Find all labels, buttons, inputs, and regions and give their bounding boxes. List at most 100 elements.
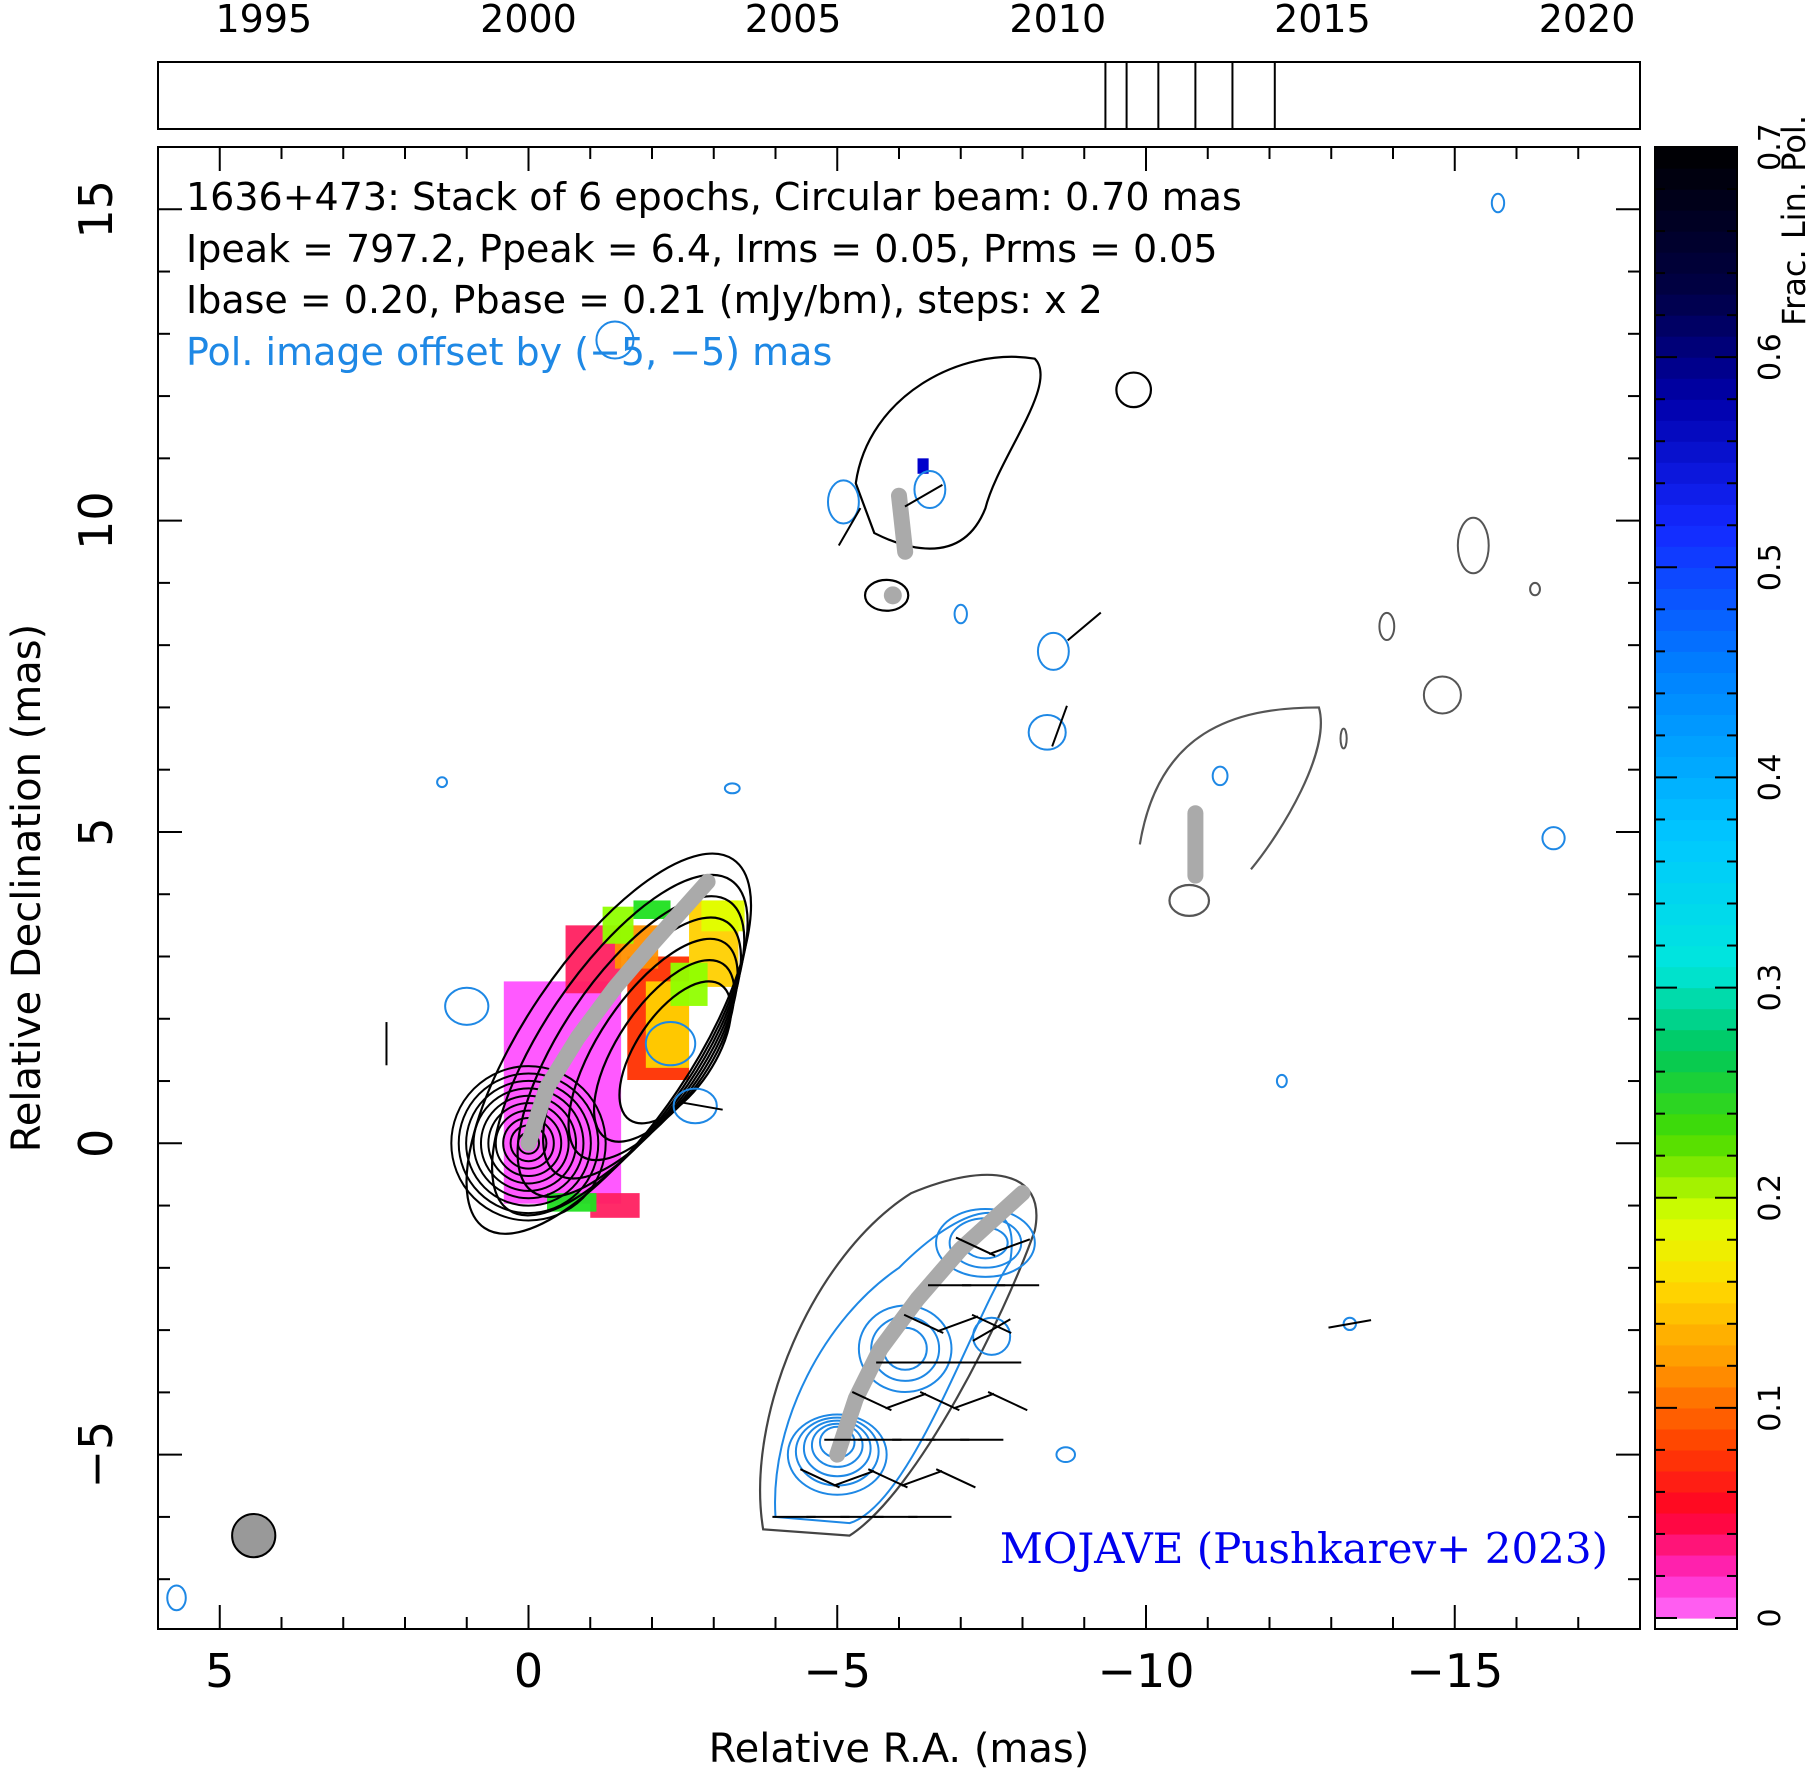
- colorbar-band: [1656, 840, 1736, 863]
- colorbar-band: [1656, 1008, 1736, 1031]
- intensity-contour: [1456, 516, 1490, 575]
- intensity-contour: [854, 355, 1042, 550]
- colorbar-band: [1656, 1134, 1736, 1157]
- colorbar-tick-label: 0.3: [1753, 964, 1788, 1012]
- evpa-tick: [799, 1468, 840, 1489]
- x-tick-label: 0: [514, 1644, 543, 1698]
- polarization-contour: [444, 986, 490, 1026]
- polarization-contour: [595, 320, 635, 360]
- timeline-year-label: 2000: [480, 0, 577, 41]
- colorbar-band: [1656, 1470, 1736, 1493]
- credit-label: MOJAVE (Pushkarev+ 2023): [1000, 1524, 1608, 1573]
- intensity-contour: [516, 895, 746, 1199]
- colorbar-band: [1656, 189, 1736, 211]
- evpa-tick: [851, 1391, 892, 1412]
- colorbar-tick-label: 0: [1753, 1608, 1788, 1627]
- intensity-contour: [1422, 675, 1462, 715]
- core-contour: [472, 1087, 585, 1200]
- timeline-year-label: 2020: [1539, 0, 1636, 41]
- colorbar-band: [1656, 630, 1736, 652]
- polarization-contour: [972, 1316, 1012, 1356]
- colorbar-band: [1656, 882, 1736, 905]
- colorbar-band: [1656, 714, 1736, 736]
- colorbar-tick-label: 0.5: [1753, 543, 1788, 591]
- core-contour: [450, 1065, 607, 1222]
- evpa-tick: [903, 1313, 944, 1334]
- polarization-contour: [935, 1207, 1036, 1278]
- offset-note: Pol. image offset by (−5, −5) mas: [186, 330, 832, 374]
- colorbar-band: [1656, 315, 1736, 337]
- polarization-contour: [826, 479, 860, 525]
- fpol-color-patch: [633, 900, 671, 919]
- polarization-contour: [1541, 826, 1566, 851]
- intensity-contour: [863, 578, 910, 612]
- polarization-contour: [1342, 1316, 1357, 1332]
- colorbar-band: [1656, 1323, 1736, 1346]
- info-line-peaks: Ipeak = 797.2, Ppeak = 6.4, Irms = 0.05,…: [186, 227, 1218, 271]
- polarization-contour: [786, 1413, 888, 1496]
- evpa-tick: [955, 1236, 996, 1257]
- core-contour: [457, 1072, 600, 1215]
- colorbar-band: [1656, 441, 1736, 463]
- ridgeline-polarization-offset: [829, 1185, 1031, 1463]
- colorbar-band: [1656, 777, 1736, 800]
- colorbar-band: [1656, 546, 1736, 568]
- colorbar-band: [1656, 483, 1736, 505]
- offset-intensity-contour: [759, 1173, 1038, 1537]
- core-contour: [487, 1102, 570, 1185]
- timeline-year-label: 1995: [215, 0, 312, 41]
- colorbar-frame: [1654, 146, 1738, 1630]
- evpa-tick: [904, 484, 943, 508]
- colorbar-band: [1656, 735, 1736, 758]
- colorbar-band: [1656, 336, 1736, 358]
- info-line-base: Ibase = 0.20, Pbase = 0.21 (mJy/bm), ste…: [186, 278, 1103, 322]
- colorbar-band: [1656, 1050, 1736, 1073]
- polarization-contour: [723, 782, 741, 795]
- colorbar-band: [1656, 945, 1736, 968]
- colorbar-band: [1656, 147, 1736, 169]
- plot-area: 5 0 −5 −10 −15 15 10 5 0 −5 1636+473: Stack of 6 …: [69, 146, 1641, 1698]
- fpol-color-patch: [590, 1193, 640, 1218]
- colorbar-label: Frac. Lin. Pol.: [1775, 115, 1813, 326]
- y-axis-label: Relative Declination (mas): [4, 624, 50, 1152]
- timeline-year-label: 2010: [1009, 0, 1106, 41]
- colorbar-band: [1656, 1512, 1736, 1535]
- polarization-contour: [802, 1419, 872, 1478]
- colorbar-band: [1656, 378, 1736, 400]
- colorbar-band: [1656, 1407, 1736, 1430]
- colorbar-band: [1656, 756, 1736, 779]
- colorbar-band: [1656, 567, 1736, 589]
- evpa-tick: [937, 1315, 979, 1333]
- intensity-contour: [1115, 371, 1153, 409]
- y-tick-label: −5: [69, 1421, 123, 1489]
- polarization-contour: [1275, 1073, 1288, 1089]
- evpa-tick: [972, 1318, 1011, 1342]
- colorbar-band: [1656, 420, 1736, 442]
- fpol-color-patch: [670, 962, 708, 1006]
- chart-title: 1636+473: Stack of 6 epochs, Circular be…: [186, 175, 1242, 219]
- colorbar-band: [1656, 210, 1736, 232]
- evpa-tick: [919, 1391, 960, 1412]
- colorbar-band: [1656, 588, 1736, 610]
- ridgeline-secondary-epoch-a: [891, 487, 914, 560]
- colorbar-tick-label: 0.7: [1753, 123, 1788, 171]
- timeline-box: [157, 61, 1641, 130]
- colorbar-band: [1656, 1428, 1736, 1451]
- ridgeline-total-intensity: [520, 873, 716, 1152]
- colorbar-band: [1656, 1092, 1736, 1115]
- colorbar-band: [1656, 819, 1736, 842]
- colorbar-band: [1656, 903, 1736, 926]
- y-tick-label: 0: [69, 1129, 123, 1158]
- colorbar-tick-label: 0.2: [1753, 1174, 1788, 1222]
- timeline-year-label: 2015: [1274, 0, 1371, 41]
- colorbar-band: [1656, 798, 1736, 821]
- colorbar-band: [1656, 1071, 1736, 1094]
- colorbar-band: [1656, 273, 1736, 295]
- timeline-year-label: 2005: [745, 0, 842, 41]
- colorbar-band: [1656, 1239, 1736, 1262]
- colorbar-band: [1656, 651, 1736, 673]
- core-contour: [465, 1079, 592, 1207]
- colorbar-band: [1656, 1344, 1736, 1367]
- evpa-tick: [987, 1391, 1028, 1412]
